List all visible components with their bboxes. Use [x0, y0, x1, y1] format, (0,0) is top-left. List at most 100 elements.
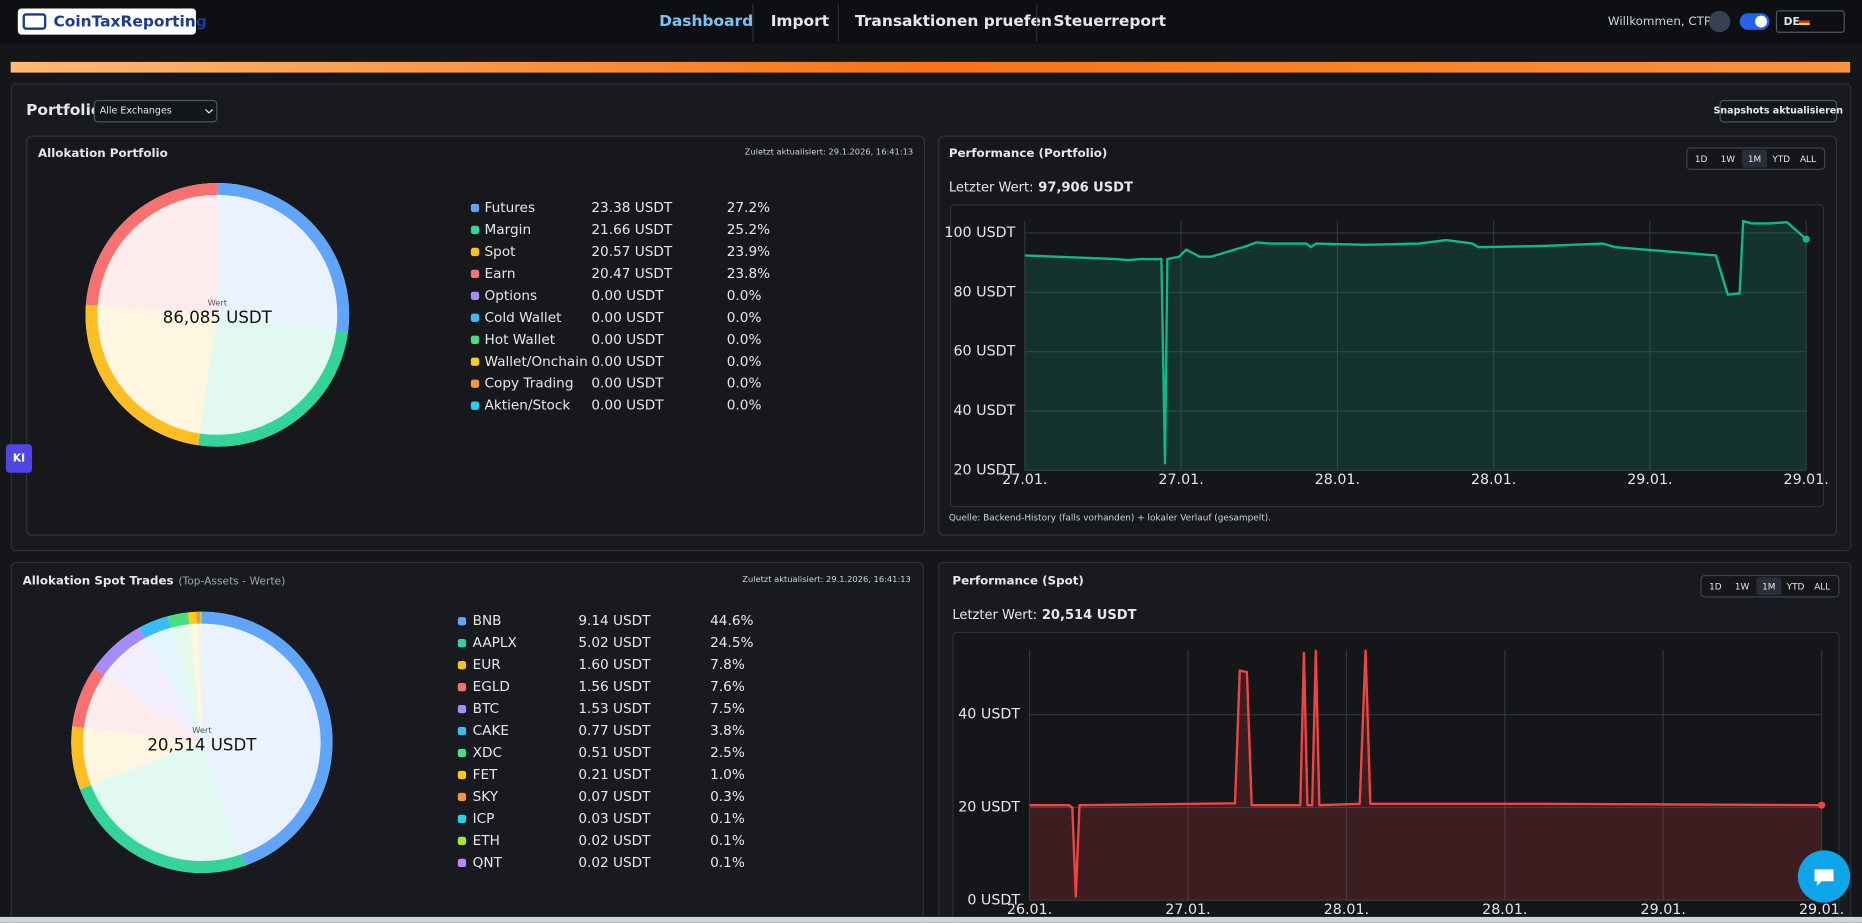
- legend-name: Aktien/Stock: [485, 398, 571, 414]
- y-tick-label: 60 USDT: [953, 344, 1015, 360]
- source-note: Quelle: Backend-History (falls vorhanden…: [949, 513, 1271, 523]
- button-text: Snapshots aktualisieren: [1714, 106, 1844, 117]
- x-tick-label: 29.01.: [1784, 472, 1829, 488]
- nav-link[interactable]: Steuerreport: [1053, 12, 1166, 30]
- legend-swatch: [458, 771, 466, 779]
- last-value-label: Letzter Wert:: [952, 608, 1037, 623]
- legend-percent: 27.2%: [727, 200, 770, 216]
- pie-ring: [169, 618, 188, 622]
- legend-name: Hot Wallet: [485, 332, 556, 348]
- legend-swatch: [458, 661, 466, 669]
- welcome-text: Willkommen, CTR: [1608, 14, 1712, 28]
- legend-swatch: [458, 859, 466, 867]
- legend-amount: 0.00 USDT: [591, 354, 664, 370]
- legend-name: Options: [485, 288, 538, 304]
- nav-link[interactable]: Transaktionen pruefen: [855, 12, 1052, 30]
- legend-amount: 0.00 USDT: [591, 288, 664, 304]
- x-tick-label: 27.01.: [1158, 472, 1203, 488]
- legend-percent: 0.0%: [727, 288, 762, 304]
- legend-amount: 1.56 USDT: [578, 679, 651, 695]
- y-tick-label: 20 USDT: [958, 799, 1020, 815]
- legend-percent: 0.0%: [727, 398, 762, 414]
- center-value: 20,514 USDT: [147, 735, 257, 754]
- legend-name: SKY: [473, 789, 499, 805]
- legend-name: Cold Wallet: [485, 310, 563, 326]
- legend-amount: 5.02 USDT: [578, 635, 651, 651]
- progress-banner: [11, 62, 1850, 73]
- x-tick-label: 28.01.: [1324, 902, 1369, 918]
- legend-percent: 0.1%: [710, 855, 745, 871]
- legend-name: FET: [473, 767, 498, 783]
- x-tick-label: 28.01.: [1482, 902, 1527, 918]
- legend-amount: 20.57 USDT: [591, 244, 673, 260]
- legend-name: BTC: [473, 701, 499, 717]
- legend-swatch: [471, 226, 479, 234]
- legend-amount: 20.47 USDT: [591, 266, 673, 282]
- legend-amount: 0.03 USDT: [578, 811, 651, 827]
- y-tick-label: 80 USDT: [953, 284, 1015, 300]
- x-tick-label: 26.01.: [1007, 902, 1052, 918]
- nav-link[interactable]: Dashboard: [659, 12, 753, 30]
- range-label: 1D: [1695, 155, 1708, 165]
- nav-link[interactable]: Import: [771, 12, 830, 30]
- legend-swatch: [458, 837, 466, 845]
- logo-text: CoinTaxReporting: [53, 13, 206, 31]
- legend-name: EGLD: [473, 679, 510, 695]
- last-point: [1803, 236, 1810, 243]
- legend-swatch: [458, 705, 466, 713]
- legend-amount: 9.14 USDT: [578, 613, 651, 629]
- legend-name: ICP: [473, 811, 495, 827]
- legend-percent: 44.6%: [710, 613, 753, 629]
- range-label: 1W: [1721, 155, 1736, 165]
- legend-name: Earn: [485, 266, 516, 282]
- legend-amount: 0.77 USDT: [578, 723, 651, 739]
- legend-name: Copy Trading: [485, 376, 574, 392]
- last-point: [1818, 802, 1825, 809]
- legend-amount: 0.00 USDT: [591, 332, 664, 348]
- range-label: ALL: [1814, 582, 1830, 592]
- legend-amount: 23.38 USDT: [591, 200, 673, 216]
- card-title: Allokation Portfolio: [38, 146, 168, 160]
- x-tick-label: 27.01.: [1002, 472, 1047, 488]
- legend-percent: 0.0%: [727, 376, 762, 392]
- range-label: 1M: [1762, 582, 1775, 592]
- legend-name: Spot: [485, 244, 517, 260]
- range-label: 1M: [1748, 155, 1761, 165]
- legend-name: AAPLX: [473, 635, 517, 651]
- legend-name: CAKE: [473, 723, 509, 739]
- legend-amount: 0.21 USDT: [578, 767, 651, 783]
- scrollbar: [0, 917, 1862, 923]
- legend-amount: 0.02 USDT: [578, 855, 651, 871]
- range-label: 1D: [1709, 582, 1722, 592]
- user-icon[interactable]: [1709, 11, 1730, 32]
- center-label: Wert: [192, 725, 212, 735]
- legend-amount: 0.02 USDT: [578, 833, 651, 849]
- legend-percent: 0.3%: [710, 789, 745, 805]
- legend-percent: 25.2%: [727, 222, 770, 238]
- language-text: DE: [1784, 15, 1800, 28]
- legend-name: XDC: [473, 745, 502, 761]
- center-value: 86,085 USDT: [163, 308, 273, 327]
- legend-swatch: [471, 336, 479, 344]
- legend-percent: 23.8%: [727, 266, 770, 282]
- toggle-knob: [1755, 16, 1767, 28]
- last-value: 97,906 USDT: [1038, 180, 1133, 195]
- legend-swatch: [471, 380, 479, 388]
- legend-swatch: [471, 248, 479, 256]
- legend-swatch: [471, 204, 479, 212]
- legend-percent: 0.1%: [710, 811, 745, 827]
- card-subtitle: (Top-Assets - Werte): [178, 574, 285, 587]
- last-value: 20,514 USDT: [1042, 608, 1137, 623]
- legend-amount: 0.07 USDT: [578, 789, 651, 805]
- y-tick-label: 100 USDT: [944, 225, 1015, 241]
- legend-swatch: [458, 727, 466, 735]
- pie-ring: [189, 618, 197, 619]
- legend-swatch: [471, 358, 479, 366]
- legend-name: Wallet/Onchain: [485, 354, 588, 370]
- legend-name: QNT: [473, 855, 503, 871]
- select-text: Alle Exchanges: [100, 106, 172, 117]
- legend-percent: 2.5%: [710, 745, 745, 761]
- legend-swatch: [458, 815, 466, 823]
